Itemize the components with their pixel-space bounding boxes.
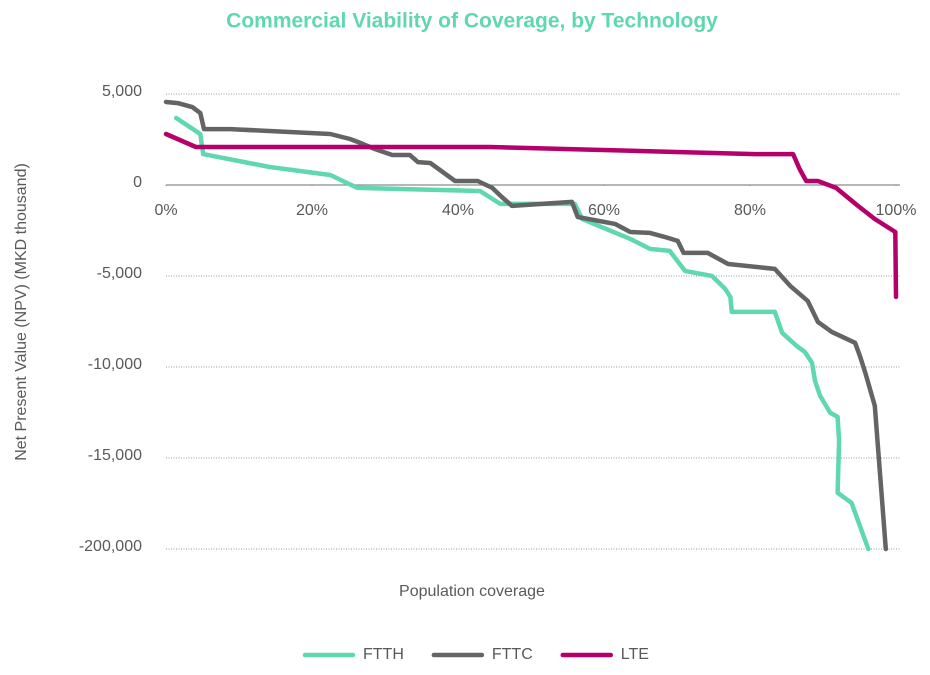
chart-title: Commercial Viability of Coverage, by Tec…: [226, 10, 718, 33]
series-line: [163, 99, 889, 552]
legend-label: LTE: [621, 646, 649, 663]
y-tick-label: -5,000: [97, 265, 142, 282]
x-tick-label: 60%: [588, 202, 620, 219]
y-tick-label: 5,000: [102, 83, 142, 100]
x-tick-label: 100%: [876, 202, 917, 219]
x-tick-label: 0%: [154, 202, 177, 219]
x-tick-label: 40%: [442, 202, 474, 219]
x-axis-title: Population coverage: [399, 583, 545, 600]
y-tick-label: -200,000: [79, 538, 142, 555]
y-tick-label: -15,000: [88, 447, 142, 464]
y-tick-label: -10,000: [88, 356, 142, 373]
y-tick-label: 0: [133, 174, 142, 191]
series-line: [173, 115, 871, 552]
x-tick-label: 20%: [296, 202, 328, 219]
x-tick-label: 80%: [734, 202, 766, 219]
y-axis-title: Net Present Value (NPV) (MKD thousand): [13, 163, 30, 461]
series-line: [163, 131, 899, 300]
legend-label: FTTC: [492, 646, 533, 663]
legend-label: FTTH: [363, 646, 404, 663]
